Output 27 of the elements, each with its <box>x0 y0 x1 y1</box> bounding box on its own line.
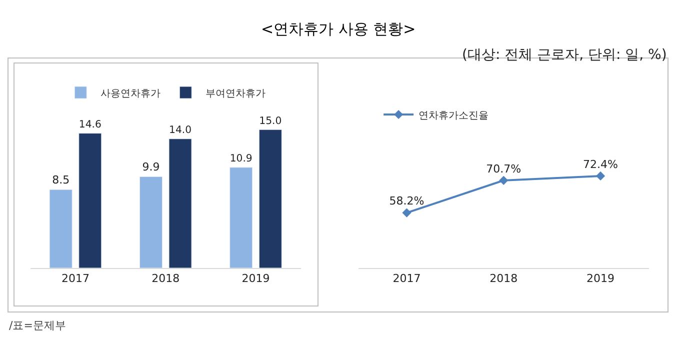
data-label: 14.0 <box>169 125 192 136</box>
x-tick-label: 2017 <box>392 272 421 286</box>
chart-subtitle: (대상: 전체 근로자, 단위: 일, %) <box>462 47 667 63</box>
legend-label: 사용연차휴가 <box>100 88 161 100</box>
bar <box>230 167 253 268</box>
data-label: 72.4% <box>583 158 618 171</box>
legend-label: 연차휴가소진율 <box>418 110 489 122</box>
data-label: 58.2% <box>389 194 424 208</box>
bar <box>168 138 192 268</box>
bar <box>49 189 72 268</box>
data-label: 70.7% <box>486 162 522 176</box>
text: <연차휴가 사용 현황> <box>261 20 416 38</box>
x-tick-label: 2019 <box>586 272 615 286</box>
x-tick-label: 2018 <box>152 272 180 286</box>
data-label: 14.6 <box>78 120 102 131</box>
bar <box>139 176 162 268</box>
legend-label: 부여연차휴가 <box>206 88 266 100</box>
bar <box>258 129 282 268</box>
data-label: 8.5 <box>52 174 70 187</box>
x-tick-label: 2017 <box>61 272 90 286</box>
data-label: 10.9 <box>230 154 252 165</box>
text: /표=문제부 <box>9 319 66 332</box>
bar <box>78 133 102 268</box>
data-label: 15.0 <box>259 116 282 127</box>
data-label: 9.9 <box>142 160 160 174</box>
x-tick-label: 2018 <box>490 272 518 286</box>
x-tick-label: 2019 <box>242 272 270 286</box>
